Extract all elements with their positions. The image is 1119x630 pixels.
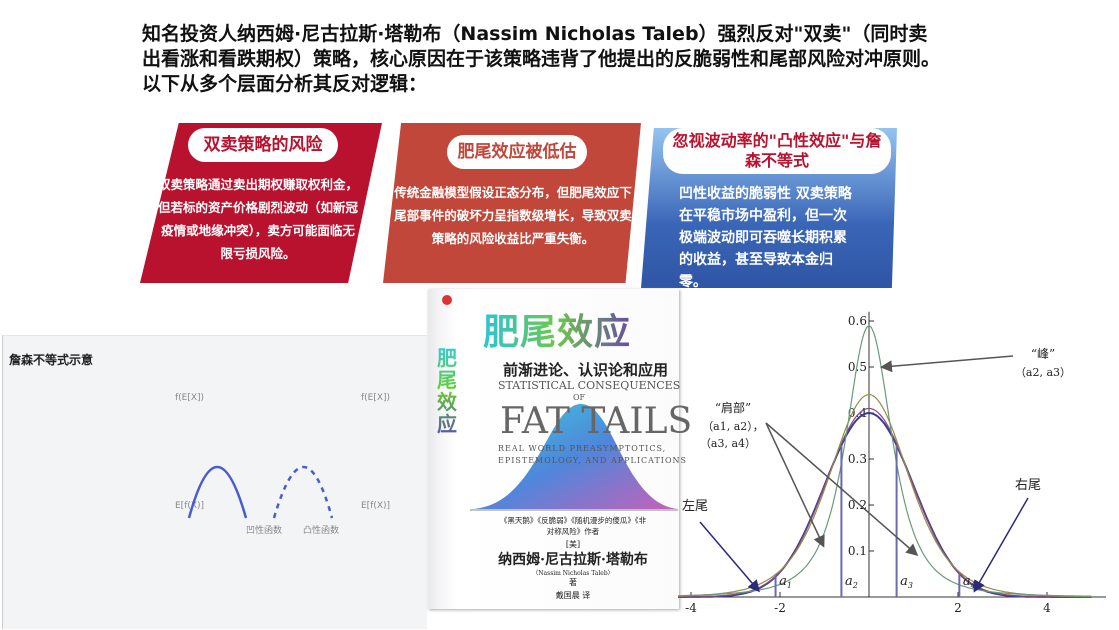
x-tick-label: 2 [954, 601, 962, 615]
card-convexity-jensen: 忽视波动率的"凸性效应"与詹森不等式 凹性收益的脆弱性 双卖策略在平稳市场中盈利… [641, 128, 897, 290]
arrow-shoulder-right [765, 422, 919, 556]
marker-label: a3 [900, 574, 913, 590]
annotation-shoulder-sub2: （a3, a4） [700, 437, 756, 450]
y-tick-label: 0.6 [848, 314, 867, 328]
y-tick-label: 0.3 [848, 452, 867, 466]
arrow-peak [880, 355, 1014, 373]
arrow-shoulder-left [765, 422, 825, 548]
label-e-fx-right: E[f(X)] [361, 501, 391, 511]
card-heading: 双卖策略的风险 [188, 128, 338, 162]
label-e-fx-left: E[f(X)] [175, 501, 205, 511]
x-tick-label: -4 [685, 601, 697, 615]
annotation-peak-sub: （a2, a3） [1015, 366, 1071, 379]
card-heading: 肥尾效应被低估 [447, 135, 587, 169]
concave-curve [187, 466, 248, 519]
distribution-curve [678, 407, 1092, 598]
card-heading: 忽视波动率的"凸性效应"与詹森不等式 [663, 128, 891, 174]
annotation-left-tail: 左尾 [682, 499, 708, 514]
marker-label: a2 [845, 574, 858, 590]
marker-label: a4 [963, 574, 976, 590]
label-concave: 凹性函数 [246, 526, 283, 536]
book-author: 纳西姆·尼古拉斯·塔勒布 [498, 552, 648, 568]
publisher-logo [442, 295, 452, 305]
book-subtitle: 前渐进论、认识论和应用 [503, 361, 669, 379]
book-spine-title: 肥尾效应 [434, 347, 460, 435]
arrow-right-tail [973, 497, 1029, 593]
book-author-works: 《黑天鹅》《反脆弱》《随机漫步的傻瓜》《非对称风险》作者 [499, 516, 647, 536]
x-tick-label: 4 [1043, 601, 1051, 615]
card-fat-tail-underestimated: 肥尾效应被低估 传统金融模型假设正态分布，但肥尾效应下尾部事件的破坏力呈指数级增… [383, 123, 641, 283]
fat-tail-distribution-chart: -4 -2 2 4 0.1 0.2 0.3 0.4 0.5 0.6 a1 a2 a3 a4 “峰” （a2, … [678, 311, 1106, 615]
annotation-shoulder: “肩部” [715, 400, 751, 415]
label-f-ex-left: f(E[X]) [175, 393, 205, 403]
fat-tails-book-cover: 肥尾效应 肥尾效应 前渐进论、认识论和应用 STATISTICAL CONSEQ… [428, 289, 692, 609]
y-tick-label: 0.4 [848, 406, 867, 420]
book-en-of: OF [573, 393, 586, 402]
label-f-ex-right: f(E[X]) [361, 393, 391, 403]
marker-label: a1 [779, 574, 792, 590]
book-author-en: （Nassim Nicholas Taleb） [532, 570, 614, 577]
book-nation: [美] [565, 540, 581, 549]
book-bell-curve [470, 404, 678, 511]
book-translator: 戴国晨 译 [555, 591, 591, 600]
jensen-inequality-panel: 詹森不等式示意 f(E[X]) E[f(X)] f(E[X]) E[f(X)] … [2, 335, 427, 629]
panel-title: 詹森不等式示意 [9, 353, 94, 367]
book-en-line4: EPISTEMOLOGY, AND APPLICATIONS [498, 456, 687, 465]
y-tick-label: 0.5 [848, 360, 867, 374]
card-body: 双卖策略通过卖出期权赚取权利金，但若标的资产价格剧烈波动（如新冠疫情或地缘冲突）… [158, 177, 359, 261]
label-convex: 凸性函数 [303, 526, 340, 536]
book-en-line3: REAL WORLD PREASYMPTOTICS, [498, 444, 667, 453]
arrow-left-tail [699, 521, 760, 593]
card-short-straddle-risk: 双卖策略的风险 双卖策略通过卖出期权赚取权利金，但若标的资产价格剧烈波动（如新冠… [140, 123, 382, 283]
annotation-shoulder-sub1: （a1, a2）， [702, 420, 764, 433]
x-tick-label: -2 [774, 601, 786, 615]
card-body: 传统金融模型假设正态分布，但肥尾效应下尾部事件的破坏力呈指数级增长，导致双卖策略… [394, 185, 632, 246]
book-en-line1: STATISTICAL CONSEQUENCES [498, 379, 681, 392]
annotation-peak: “峰” [1031, 347, 1055, 361]
book-en-fat-tails: FAT TAILS [500, 401, 693, 442]
jensen-curves [187, 466, 334, 519]
y-tick-label: 0.1 [848, 544, 867, 558]
slide-title: 知名投资人纳西姆·尼古拉斯·塔勒布（Nassim Nicholas Taleb）… [142, 23, 941, 95]
book-title: 肥尾效应 [483, 303, 631, 355]
y-tick-label: 0.2 [848, 498, 867, 512]
convex-curve [272, 466, 334, 519]
card-body: 凹性收益的脆弱性 双卖策略在平稳市场中盈利，但一次极端波动即可吞噬长期积累的收益… [679, 186, 852, 290]
annotation-right-tail: 右尾 [1015, 478, 1041, 493]
book-by: 著 [569, 578, 577, 587]
